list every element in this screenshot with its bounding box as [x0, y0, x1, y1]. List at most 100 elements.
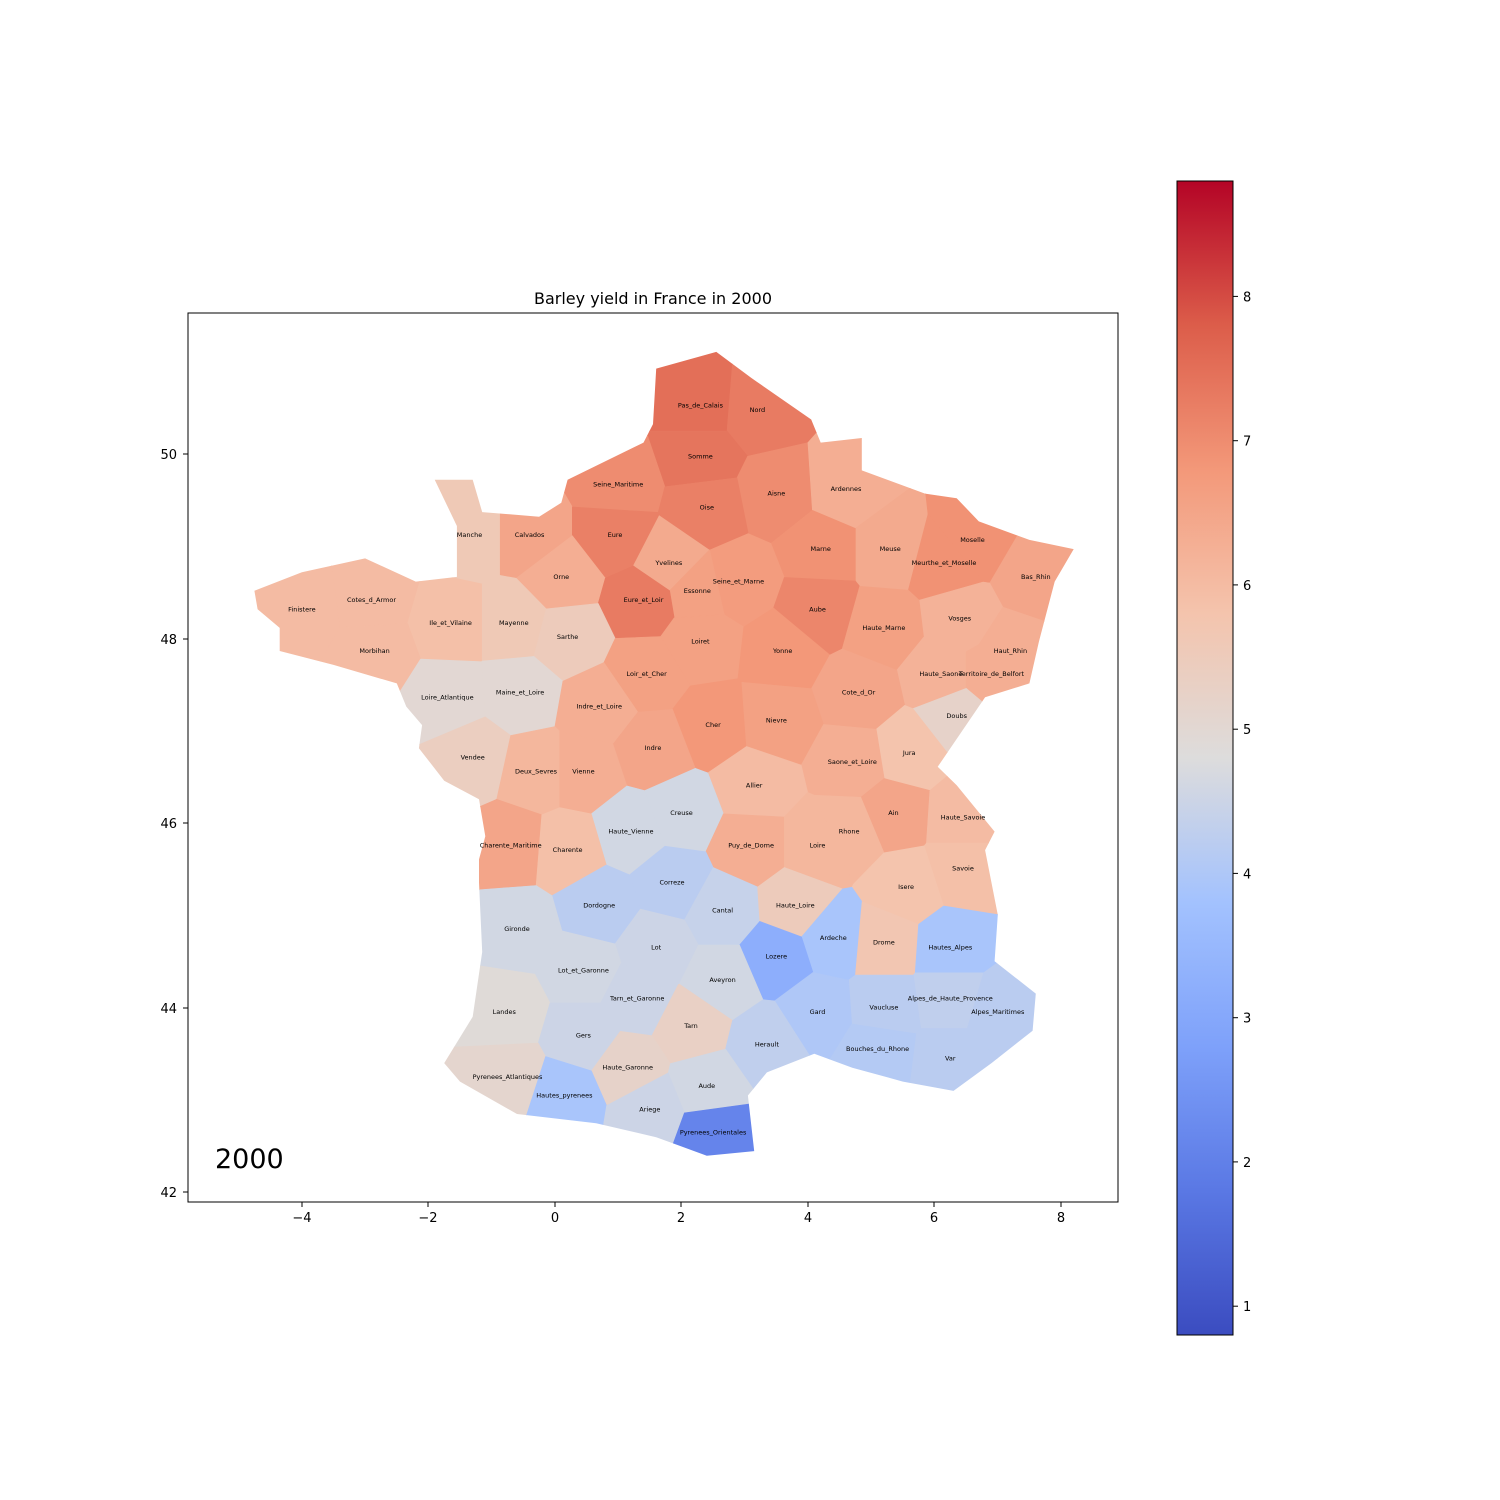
- department-label: Dordogne: [583, 902, 615, 910]
- department-label: Haute_Savoie: [941, 814, 986, 822]
- x-tick-label: −2: [418, 1211, 437, 1226]
- department-label: Var: [945, 1055, 956, 1063]
- department-label: Charente_Maritime: [480, 842, 542, 850]
- colorbar-ticks: 1 2 3 4 5 6 7 8: [1233, 290, 1251, 1315]
- department-label: Ardeche: [820, 934, 847, 942]
- colorbar-tick-label: 8: [1243, 290, 1251, 305]
- department-label: Finistere: [288, 605, 315, 613]
- plot-frame: [187, 312, 1119, 1203]
- department-label: Aisne: [768, 490, 786, 498]
- department-hautes-alpes: [914, 905, 1053, 974]
- department-label: Cote_d_Or: [842, 689, 876, 697]
- department-label: Gironde: [504, 925, 530, 933]
- department-label: Alpes_Maritimes: [971, 1008, 1025, 1016]
- department-label: Yonne: [772, 647, 792, 655]
- colorbar-tick-label: 6: [1243, 579, 1251, 594]
- department-label: Meuse: [880, 545, 901, 553]
- department-label: Bouches_du_Rhone: [846, 1045, 909, 1053]
- department-label: Tarn_et_Garonne: [609, 994, 664, 1002]
- department-label: Haute_Loire: [776, 902, 815, 910]
- department-label: Savoie: [952, 865, 974, 873]
- y-tick-label: 48: [160, 633, 177, 648]
- department-label: Loiret: [691, 638, 710, 646]
- department-finistere: [254, 351, 341, 894]
- department-label: Manche: [457, 531, 482, 539]
- department-label: Morbihan: [359, 647, 389, 655]
- department-label: Seine_et_Marne: [713, 578, 764, 586]
- department-label: Cotes_d_Armor: [347, 596, 396, 604]
- colorbar-tick-label: 7: [1243, 435, 1251, 450]
- x-tick-label: 2: [677, 1211, 685, 1226]
- department-label: Rhone: [839, 828, 860, 836]
- department-label: Saone_et_Loire: [828, 758, 877, 766]
- department-label: Aube: [809, 605, 826, 613]
- department-label: Loire: [810, 842, 826, 850]
- x-axis: −4 −2 0 2 4 6 8: [292, 1202, 1065, 1226]
- department-label: Creuse: [670, 809, 693, 817]
- department-label: Haute_Marne: [862, 624, 905, 632]
- department-label: Meurthe_et_Moselle: [912, 559, 977, 567]
- department-labels: Pas_de_Calais Nord Somme Seine_Maritime Aisn…: [288, 402, 1050, 1137]
- department-cells: [254, 351, 1074, 1156]
- department-label: Orne: [553, 573, 569, 581]
- department-label: Bas_Rhin: [1021, 573, 1051, 581]
- department-label: Indre_et_Loire: [576, 703, 622, 711]
- department-label: Somme: [688, 453, 713, 461]
- department-label: Lot_et_Garonne: [558, 967, 609, 975]
- colorbar-tick-label: 4: [1243, 867, 1251, 882]
- y-tick-label: 50: [160, 448, 177, 463]
- department-label: Ain: [888, 809, 898, 817]
- colorbar: 1 2 3 4 5 6 7 8: [1176, 180, 1251, 1336]
- department-label: Gard: [810, 1008, 826, 1016]
- department-bas-rhin: [989, 362, 1074, 647]
- department-label: Maine_et_Loire: [496, 689, 544, 697]
- department-label: Indre: [645, 744, 662, 752]
- department-label: Hautes_pyrenees: [536, 1092, 593, 1100]
- department-nord: [726, 351, 924, 457]
- department-pyrenees-atlantiques: [254, 1042, 546, 1156]
- department-label: Eure_et_Loir: [624, 596, 664, 604]
- department-label: Hautes_Alpes: [928, 943, 973, 951]
- colorbar-tick-label: 1: [1243, 1300, 1251, 1315]
- department-label: Vaucluse: [869, 1004, 898, 1012]
- department-label: Seine_Maritime: [593, 480, 643, 488]
- department-label: Vienne: [572, 767, 594, 775]
- department-label: Vendee: [461, 754, 485, 762]
- department-label: Correze: [659, 879, 684, 887]
- department-manche: [270, 351, 500, 585]
- department-morbihan: [254, 623, 421, 922]
- department-label: Haute_Saone: [919, 670, 962, 678]
- department-label: Cher: [705, 721, 721, 729]
- department-var: [894, 1028, 1074, 1156]
- department-label: Haute_Vienne: [608, 828, 653, 836]
- x-tick-label: 0: [551, 1211, 559, 1226]
- department-label: Landes: [493, 1008, 517, 1016]
- department-label: Yvelines: [654, 559, 683, 567]
- department-label: Herault: [755, 1041, 779, 1049]
- department-vendee: [254, 716, 512, 923]
- department-label: Charente: [553, 846, 583, 854]
- department-label: Pas_de_Calais: [678, 402, 724, 410]
- department-label: Alpes_de_Haute_Provence: [908, 994, 993, 1002]
- department-label: Drome: [873, 939, 895, 947]
- y-tick-label: 44: [160, 1002, 177, 1017]
- department-label: Pyrenees_Atlantiques: [473, 1073, 543, 1081]
- department-label: Marne: [811, 545, 831, 553]
- department-label: Mayenne: [499, 619, 529, 627]
- y-tick-label: 42: [160, 1186, 177, 1201]
- y-tick-label: 46: [160, 817, 177, 832]
- colorbar-tick-label: 5: [1243, 723, 1251, 738]
- department-label: Tarn: [683, 1022, 698, 1030]
- department-label: Gers: [576, 1031, 592, 1039]
- x-tick-label: −4: [292, 1211, 311, 1226]
- department-label: Vosges: [948, 615, 971, 623]
- department-label: Territoire_de_Belfort: [958, 670, 1025, 678]
- department-label: Calvados: [515, 531, 545, 539]
- department-label: Aveyron: [709, 976, 735, 984]
- department-label: Isere: [898, 883, 914, 891]
- department-label: Allier: [746, 781, 763, 789]
- department-pas-de-calais: [532, 351, 737, 432]
- department-label: Aude: [698, 1082, 715, 1090]
- colorbar-tick-label: 3: [1243, 1012, 1251, 1027]
